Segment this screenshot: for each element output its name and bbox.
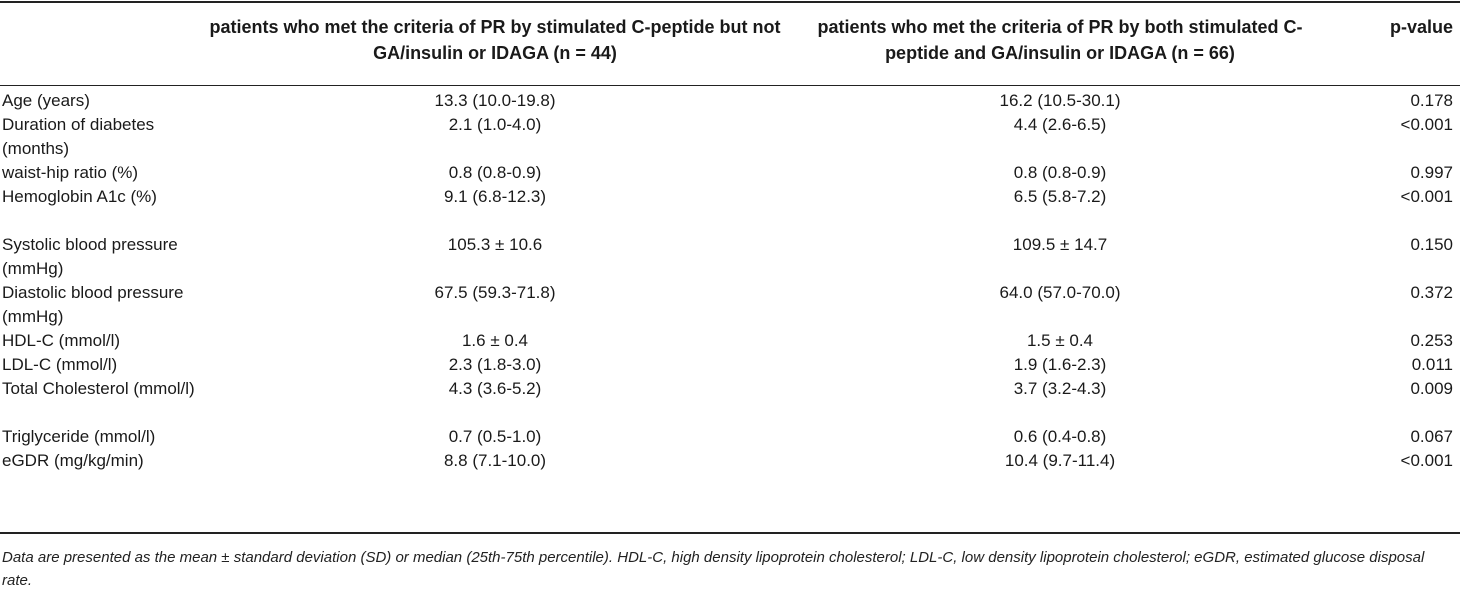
table-row: LDL-C (mmol/l) 2.3 (1.8-3.0) 1.9 (1.6-2.… <box>0 353 1460 377</box>
cell-p-value: 0.372 <box>1410 283 1453 302</box>
cell-group2: 1.9 (1.6-2.3) <box>1013 355 1107 374</box>
cell-group1: 2.1 (1.0-4.0) <box>448 115 542 134</box>
cell-group1: 0.7 (0.5-1.0) <box>448 427 542 446</box>
table-row: eGDR (mg/kg/min) 8.8 (7.1-10.0) 10.4 (9.… <box>0 449 1460 473</box>
table-row: Systolic blood pressure (mmHg) 105.3 ± 1… <box>0 233 1460 281</box>
row-label: Systolic blood pressure (mmHg) <box>2 235 178 278</box>
cell-group2: 16.2 (10.5-30.1) <box>999 91 1121 110</box>
table-footnote: Data are presented as the mean ± standar… <box>2 549 1425 589</box>
cell-p-value: 0.178 <box>1410 91 1453 110</box>
row-label: Triglyceride (mmol/l) <box>2 427 156 446</box>
cell-group1: 67.5 (59.3-71.8) <box>434 283 556 302</box>
row-label: Duration of diabetes (months) <box>2 115 155 158</box>
cell-p-value: 0.150 <box>1410 235 1453 254</box>
cell-group2: 0.8 (0.8-0.9) <box>1013 163 1107 182</box>
table-row: Total Cholesterol (mmol/l) 4.3 (3.6-5.2)… <box>0 377 1460 425</box>
cell-p-value: 0.067 <box>1410 427 1453 446</box>
cell-group1: 4.3 (3.6-5.2) <box>448 379 542 398</box>
cell-group2: 64.0 (57.0-70.0) <box>999 283 1121 302</box>
cell-group2: 3.7 (3.2-4.3) <box>1013 379 1107 398</box>
row-label: Total Cholesterol (mmol/l) <box>2 379 195 398</box>
table-row: Age (years) 13.3 (10.0-19.8) 16.2 (10.5-… <box>0 89 1460 113</box>
header-rule <box>0 85 1460 86</box>
row-label: Diastolic blood pressure (mmHg) <box>2 283 184 326</box>
cell-p-value: <0.001 <box>1400 187 1453 206</box>
row-label: LDL-C (mmol/l) <box>2 355 118 374</box>
row-label: eGDR (mg/kg/min) <box>2 451 144 470</box>
row-label: Age (years) <box>2 91 90 110</box>
header-p-value: p-value <box>1389 17 1453 37</box>
cell-p-value: 0.009 <box>1410 379 1453 398</box>
table-body: Age (years) 13.3 (10.0-19.8) 16.2 (10.5-… <box>0 89 1460 473</box>
table-bottom-rule <box>0 532 1460 534</box>
row-label: HDL-C (mmol/l) <box>2 331 121 350</box>
header-group2: patients who met the criteria of PR by b… <box>817 17 1303 63</box>
table-row: Duration of diabetes (months) 2.1 (1.0-4… <box>0 113 1460 161</box>
cell-p-value: 0.011 <box>1411 355 1453 374</box>
cell-group1: 8.8 (7.1-10.0) <box>443 451 547 470</box>
cell-group2: 6.5 (5.8-7.2) <box>1013 187 1107 206</box>
cell-p-value: <0.001 <box>1400 115 1453 134</box>
cell-group2: 10.4 (9.7-11.4) <box>1004 451 1116 470</box>
table-row: Hemoglobin A1c (%) 9.1 (6.8-12.3) 6.5 (5… <box>0 185 1460 233</box>
cell-group1: 1.6 ± 0.4 <box>461 331 529 350</box>
cell-group1: 9.1 (6.8-12.3) <box>443 187 547 206</box>
table-row: Diastolic blood pressure (mmHg) 67.5 (59… <box>0 281 1460 329</box>
cell-group2: 0.6 (0.4-0.8) <box>1013 427 1107 446</box>
header-group1: patients who met the criteria of PR by s… <box>209 17 781 63</box>
table-row: Triglyceride (mmol/l) 0.7 (0.5-1.0) 0.6 … <box>0 425 1460 449</box>
cell-group1: 0.8 (0.8-0.9) <box>448 163 542 182</box>
table-row: waist-hip ratio (%) 0.8 (0.8-0.9) 0.8 (0… <box>0 161 1460 185</box>
cell-p-value: 0.997 <box>1410 163 1453 182</box>
cell-p-value: <0.001 <box>1400 451 1453 470</box>
cell-group2: 1.5 ± 0.4 <box>1026 331 1094 350</box>
row-label: Hemoglobin A1c (%) <box>2 187 157 206</box>
table-row: HDL-C (mmol/l) 1.6 ± 0.4 1.5 ± 0.4 0.253 <box>0 329 1460 353</box>
table-top-rule <box>0 1 1460 3</box>
cell-group1: 105.3 ± 10.6 <box>447 235 543 254</box>
cell-group2: 4.4 (2.6-6.5) <box>1013 115 1107 134</box>
cell-group2: 109.5 ± 14.7 <box>1012 235 1108 254</box>
cell-p-value: 0.253 <box>1410 331 1453 350</box>
row-label: waist-hip ratio (%) <box>2 163 139 182</box>
cell-group1: 13.3 (10.0-19.8) <box>434 91 556 110</box>
cell-group1: 2.3 (1.8-3.0) <box>448 355 542 374</box>
